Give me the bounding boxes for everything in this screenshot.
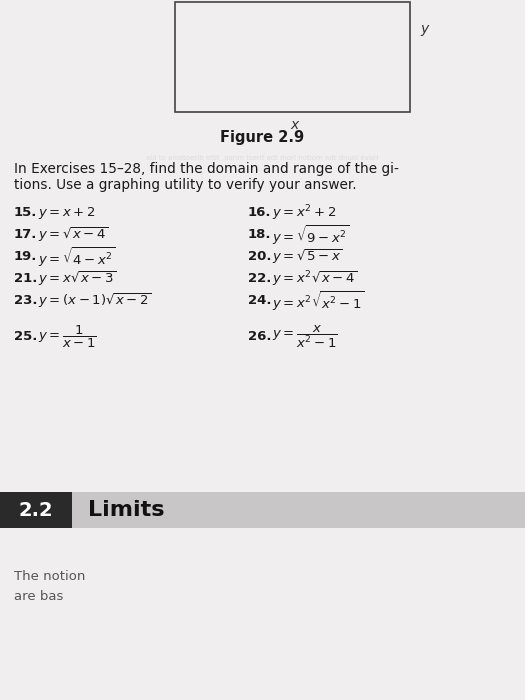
Text: 22.: 22.	[248, 272, 271, 286]
Text: $y = \dfrac{x}{x^2-1}$: $y = \dfrac{x}{x^2-1}$	[272, 324, 338, 350]
Text: ald to anoitoerib eltit ,aqnm tserif adt morl notiom adt dnuol evaH: ald to anoitoerib eltit ,aqnm tserif adt…	[146, 155, 378, 161]
Text: $y = x\sqrt{x - 3}$: $y = x\sqrt{x - 3}$	[38, 270, 117, 288]
Text: The notion: The notion	[14, 570, 86, 583]
Text: 26.: 26.	[248, 330, 271, 344]
Text: Figure 2.9: Figure 2.9	[220, 130, 304, 145]
Text: 16.: 16.	[248, 206, 271, 220]
Text: are bas: are bas	[14, 590, 64, 603]
Text: $y = (x - 1)\sqrt{x - 2}$: $y = (x - 1)\sqrt{x - 2}$	[38, 292, 152, 310]
Text: $y = x^2\sqrt{x - 4}$: $y = x^2\sqrt{x - 4}$	[272, 270, 358, 288]
Text: $y = \dfrac{1}{x-1}$: $y = \dfrac{1}{x-1}$	[38, 324, 97, 350]
Text: 2.2: 2.2	[19, 500, 54, 519]
Text: $y = \sqrt{5 - x}$: $y = \sqrt{5 - x}$	[272, 248, 343, 267]
Text: 23.: 23.	[14, 295, 37, 307]
Bar	[0, 492, 525, 528]
Text: $y = \sqrt{4 - x^2}$: $y = \sqrt{4 - x^2}$	[38, 245, 116, 269]
Text: $y = x^2\sqrt{x^2 - 1}$: $y = x^2\sqrt{x^2 - 1}$	[272, 289, 364, 313]
Text: $y = \sqrt{x - 4}$: $y = \sqrt{x - 4}$	[38, 225, 109, 244]
Bar	[0, 492, 72, 528]
Text: 25.: 25.	[14, 330, 37, 344]
Text: 17.: 17.	[14, 228, 37, 242]
Bar	[175, 2, 410, 112]
Text: $y = x^2 + 2$: $y = x^2 + 2$	[272, 203, 337, 223]
Text: $y = x + 2$: $y = x + 2$	[38, 205, 96, 221]
Text: In Exercises 15–28, find the domain and range of the gi‑: In Exercises 15–28, find the domain and …	[14, 162, 399, 176]
Text: Limits: Limits	[88, 500, 164, 520]
Text: tions. Use a graphing utility to verify your answer.: tions. Use a graphing utility to verify …	[14, 178, 356, 192]
Text: 15.: 15.	[14, 206, 37, 220]
Text: 21.: 21.	[14, 272, 37, 286]
Text: $x$: $x$	[290, 118, 300, 132]
Text: 19.: 19.	[14, 251, 37, 263]
Text: $y$: $y$	[420, 22, 430, 38]
Text: 18.: 18.	[248, 228, 271, 242]
Text: 24.: 24.	[248, 295, 271, 307]
Text: 20.: 20.	[248, 251, 271, 263]
Text: $y = \sqrt{9 - x^2}$: $y = \sqrt{9 - x^2}$	[272, 223, 350, 247]
